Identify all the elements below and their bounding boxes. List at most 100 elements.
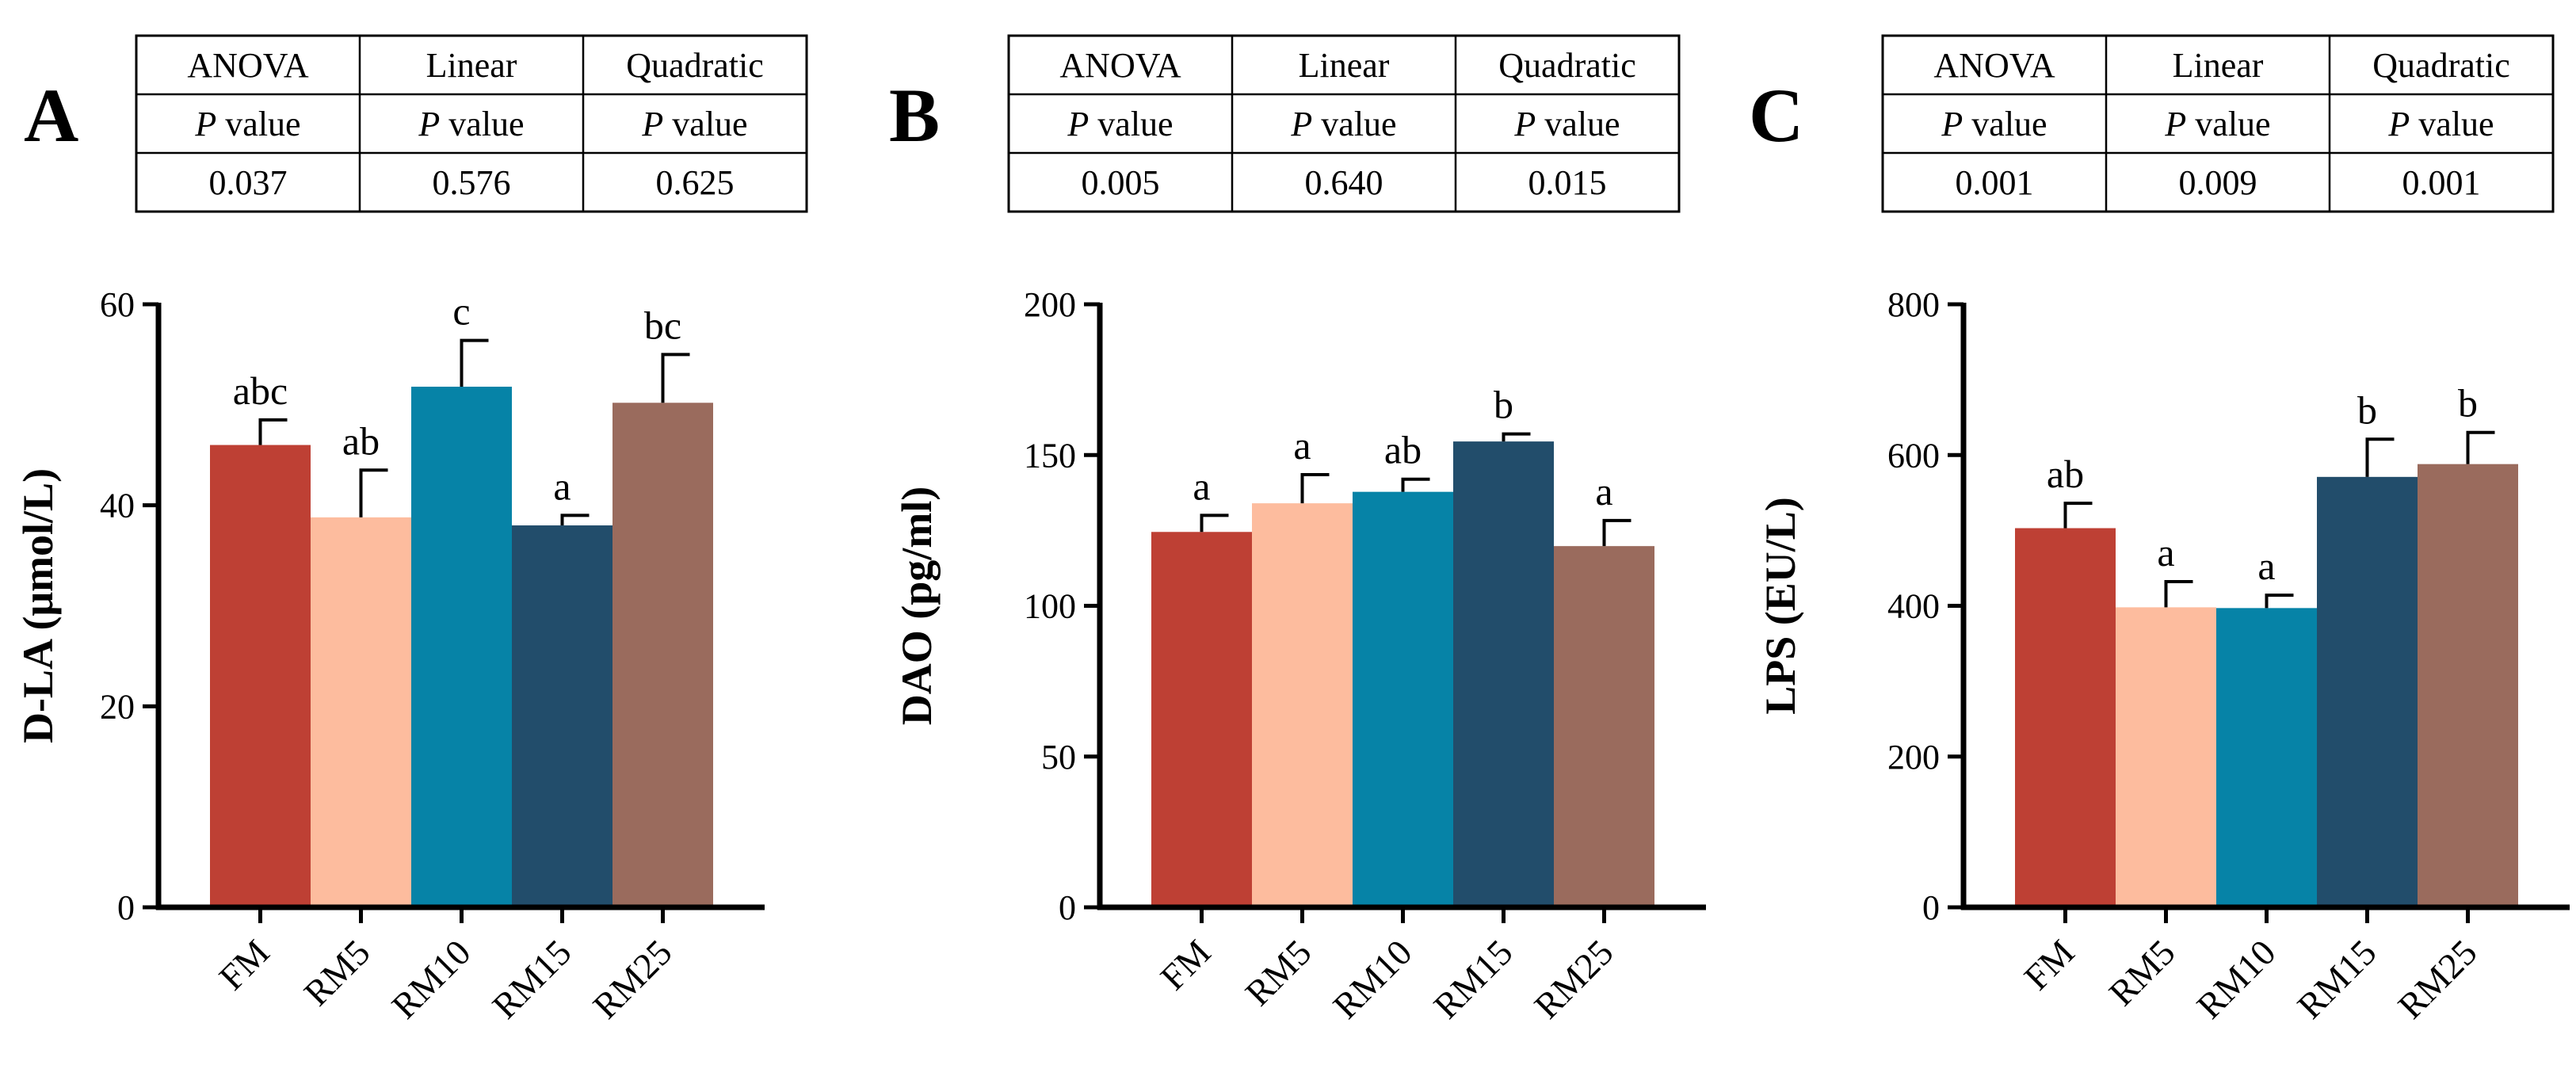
panel-c-xtick-label-rm25: RM25: [2390, 932, 2484, 1026]
panel-c-ytick-label: 0: [1922, 888, 1940, 927]
panel-c-bar-rm10: [2216, 608, 2317, 907]
panel-c-table-value: 0.009: [2179, 163, 2257, 202]
panel-a-table-value: 0.576: [433, 163, 511, 202]
panel-c-table-header-anova: ANOVA: [1933, 46, 2055, 85]
panel-a-table-border: [135, 34, 808, 213]
panel-c-ytick-label: 200: [1887, 738, 1940, 777]
panel-c-table-pvalue-label: P value: [2164, 105, 2270, 143]
panel-b-table-pvalue-label: P value: [1290, 105, 1396, 143]
panel-a-label: A: [24, 73, 78, 158]
value-word: value: [216, 105, 300, 143]
panel-c-xtick-label-rm15: RM15: [2289, 932, 2383, 1026]
panel-c-bar-rm25: [2418, 464, 2518, 907]
panel-c-table-header-linear: Linear: [2173, 46, 2264, 85]
value-word: value: [440, 105, 524, 143]
panel-a-letter-fm: abc: [233, 368, 288, 413]
panel-c-ytick-label: 800: [1887, 285, 1940, 324]
panel-a-table-value: 0.625: [656, 163, 735, 202]
panel-a-ytick-label: 0: [117, 888, 135, 927]
panel-b-table-header-anova: ANOVA: [1059, 46, 1181, 85]
panel-b-table-pvalue-label: P value: [1513, 105, 1620, 143]
value-word: value: [1963, 105, 2047, 143]
panel-c-table-value: 0.001: [2402, 163, 2481, 202]
panel-c-letter-fm: ab: [2047, 452, 2084, 496]
value-word: value: [1312, 105, 1396, 143]
p-italic: P: [2164, 105, 2186, 143]
panel-a-table-header-quadratic: Quadratic: [626, 46, 763, 85]
panel-a-letter-rm5: ab: [342, 418, 380, 463]
panel-a-ytick-label: 20: [100, 687, 135, 726]
panel-c-letter-rm15: b: [2357, 387, 2377, 432]
panel-c-letter-rm25: b: [2458, 381, 2478, 426]
panel-b-ytick-label: 200: [1024, 285, 1076, 324]
panel-a-table-pvalue-label: P value: [418, 105, 524, 143]
panel-b-ytick-label: 0: [1059, 888, 1076, 927]
panel-a-bar-rm15: [512, 525, 613, 907]
panel-b-ytick-label: 150: [1024, 436, 1076, 475]
panel-b-letter-fm: a: [1193, 464, 1210, 508]
panel-c-bar-fm: [2015, 528, 2116, 907]
panel-b-table-header-linear: Linear: [1299, 46, 1390, 85]
panel-b-ylabel: DAO (pg/ml): [893, 487, 941, 725]
panel-c-table-pvalue-label: P value: [1941, 105, 2047, 143]
panel-b-table-value: 0.015: [1528, 163, 1607, 202]
value-word: value: [1089, 105, 1173, 143]
panel-b-bar-rm25: [1554, 546, 1654, 907]
panel-a-letter-rm10: c: [452, 289, 470, 334]
panel-a-table-header-linear: Linear: [426, 46, 517, 85]
panel-a-xtick-label-fm: FM: [211, 932, 277, 998]
panel-a-letter-rm25: bc: [644, 303, 681, 347]
panel-c-xtick-label-rm5: RM5: [2101, 932, 2183, 1013]
panel-b-letter-rm5: a: [1293, 423, 1311, 468]
panel-c-bar-rm15: [2317, 476, 2418, 907]
panel-a-bar-rm25: [613, 403, 713, 908]
panel-a-letter-rm15: a: [553, 464, 571, 508]
panel-b-table-border: [1007, 34, 1681, 213]
panel-b-xtick-label-fm: FM: [1152, 932, 1218, 998]
panel-c-table-value: 0.001: [1956, 163, 2034, 202]
panel-b-bar-fm: [1151, 532, 1252, 907]
panel-b-table-header-quadratic: Quadratic: [1498, 46, 1635, 85]
panel-a-xtick-label-rm5: RM5: [296, 932, 378, 1013]
panel-c-xtick-label-fm: FM: [2016, 932, 2082, 998]
panel-c-ytick-label: 600: [1887, 436, 1940, 475]
panel-b-xtick-label-rm5: RM5: [1238, 932, 1319, 1013]
panel-c-table-pvalue-label: P value: [2387, 105, 2494, 143]
panel-a-ylabel: D-LA (μmol/L): [14, 468, 62, 743]
p-italic: P: [1290, 105, 1312, 143]
panel-b-xtick-label-rm25: RM25: [1526, 932, 1620, 1026]
panel-a-bar-fm: [210, 445, 311, 907]
panel-a-table-pvalue-label: P value: [641, 105, 747, 143]
panel-c-table-border: [1881, 34, 2555, 213]
panel-c-bar-rm5: [2116, 607, 2216, 907]
panel-b-table-pvalue-label: P value: [1067, 105, 1173, 143]
panel-b-ytick-label: 100: [1024, 587, 1076, 626]
p-italic: P: [2387, 105, 2410, 143]
panel-c-ylabel: LPS (EU/L): [1757, 497, 1804, 715]
panel-a-bar-rm5: [311, 517, 411, 907]
p-italic: P: [1513, 105, 1536, 143]
panel-b-bar-rm10: [1353, 491, 1453, 907]
panel-a-xtick-label-rm25: RM25: [585, 932, 679, 1026]
panel-b-xtick-label-rm10: RM10: [1325, 932, 1419, 1026]
panel-a-xtick-label-rm10: RM10: [384, 932, 478, 1026]
panel-a-xtick-label-rm15: RM15: [484, 932, 578, 1026]
value-word: value: [1536, 105, 1620, 143]
value-word: value: [2410, 105, 2494, 143]
panel-c-table-header-quadratic: Quadratic: [2372, 46, 2509, 85]
panel-b-bar-rm5: [1252, 503, 1353, 907]
p-italic: P: [418, 105, 440, 143]
panel-b-table-value: 0.640: [1305, 163, 1383, 202]
panel-c-letter-rm5: a: [2157, 530, 2174, 574]
panel-b-xtick-label-rm15: RM15: [1425, 932, 1520, 1026]
panel-c-label: C: [1749, 73, 1803, 158]
value-word: value: [2186, 105, 2270, 143]
panel-a-ytick-label: 60: [100, 285, 135, 324]
panel-b-label: B: [889, 73, 940, 158]
panel-a-table-value: 0.037: [209, 163, 288, 202]
p-italic: P: [194, 105, 216, 143]
panel-c-xtick-label-rm10: RM10: [2189, 932, 2283, 1026]
panel-a-bar-rm10: [411, 387, 512, 908]
panel-a-ytick-label: 40: [100, 487, 135, 525]
